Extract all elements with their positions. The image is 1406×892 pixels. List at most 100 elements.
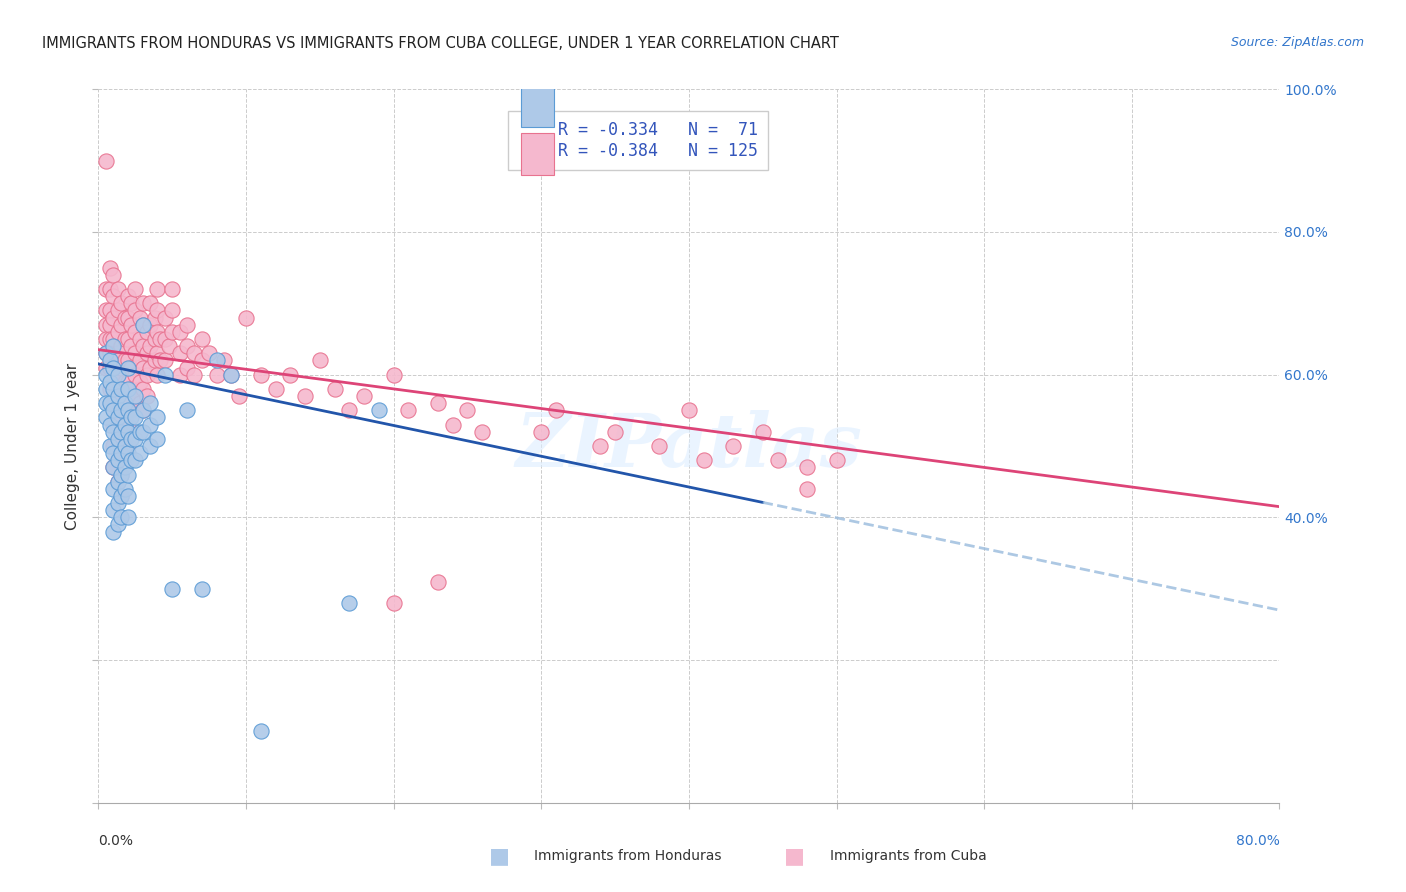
Point bbox=[176, 403, 198, 417]
Point bbox=[128, 353, 150, 368]
Point bbox=[456, 403, 478, 417]
Point bbox=[153, 353, 176, 368]
Point bbox=[110, 382, 132, 396]
Point bbox=[139, 439, 162, 453]
Point bbox=[107, 325, 129, 339]
Point bbox=[110, 446, 132, 460]
Point bbox=[678, 403, 700, 417]
Point bbox=[146, 346, 169, 360]
Point bbox=[110, 382, 132, 396]
Text: Source: ZipAtlas.com: Source: ZipAtlas.com bbox=[1230, 36, 1364, 49]
Point bbox=[107, 496, 129, 510]
Y-axis label: College, Under 1 year: College, Under 1 year bbox=[65, 362, 80, 530]
Point bbox=[103, 268, 125, 282]
Point bbox=[382, 596, 405, 610]
Point bbox=[107, 453, 129, 467]
Point bbox=[169, 325, 191, 339]
Point bbox=[132, 403, 155, 417]
Point bbox=[117, 417, 139, 432]
Point bbox=[139, 318, 162, 332]
Point bbox=[191, 582, 214, 596]
Point bbox=[693, 453, 716, 467]
Point bbox=[132, 425, 155, 439]
Point bbox=[146, 303, 169, 318]
Point bbox=[427, 574, 450, 589]
Point bbox=[98, 439, 121, 453]
Point bbox=[103, 446, 125, 460]
Text: 80.0%: 80.0% bbox=[1236, 834, 1279, 848]
Point bbox=[120, 360, 142, 375]
Point bbox=[98, 318, 121, 332]
Point bbox=[136, 346, 159, 360]
Point bbox=[136, 325, 159, 339]
Point bbox=[107, 389, 129, 403]
Point bbox=[128, 396, 150, 410]
Point bbox=[114, 417, 136, 432]
Point bbox=[427, 396, 450, 410]
Point bbox=[107, 282, 129, 296]
Point bbox=[143, 353, 166, 368]
Point bbox=[98, 382, 121, 396]
Bar bbox=[522, 134, 554, 175]
Text: 0.0%: 0.0% bbox=[98, 834, 134, 848]
Point bbox=[98, 353, 121, 368]
Point bbox=[146, 432, 169, 446]
Point bbox=[110, 296, 132, 310]
Point bbox=[191, 353, 214, 368]
Point bbox=[157, 339, 180, 353]
Point bbox=[114, 482, 136, 496]
Point bbox=[117, 425, 139, 439]
Point bbox=[339, 596, 360, 610]
Point bbox=[796, 460, 818, 475]
Point bbox=[169, 346, 191, 360]
Point bbox=[117, 353, 139, 368]
Point bbox=[98, 346, 121, 360]
Point bbox=[98, 282, 121, 296]
Point bbox=[149, 353, 172, 368]
Point bbox=[110, 425, 132, 439]
Point bbox=[153, 332, 176, 346]
Point bbox=[107, 389, 129, 403]
Point bbox=[117, 489, 139, 503]
Text: Immigrants from Cuba: Immigrants from Cuba bbox=[830, 849, 986, 863]
Point bbox=[103, 289, 125, 303]
Point bbox=[128, 332, 150, 346]
Point bbox=[546, 403, 568, 417]
Point bbox=[441, 417, 464, 432]
Point bbox=[825, 453, 848, 467]
Point bbox=[103, 339, 125, 353]
Point bbox=[110, 403, 132, 417]
Point bbox=[132, 403, 155, 417]
Text: IMMIGRANTS FROM HONDURAS VS IMMIGRANTS FROM CUBA COLLEGE, UNDER 1 YEAR CORRELATI: IMMIGRANTS FROM HONDURAS VS IMMIGRANTS F… bbox=[42, 36, 839, 51]
Point bbox=[98, 260, 121, 275]
Point bbox=[766, 453, 789, 467]
Point bbox=[103, 360, 125, 375]
Point bbox=[94, 360, 117, 375]
Point bbox=[124, 325, 146, 339]
Point bbox=[114, 439, 136, 453]
Point bbox=[98, 303, 121, 318]
Point bbox=[94, 332, 117, 346]
Point bbox=[219, 368, 242, 382]
Point bbox=[94, 382, 117, 396]
Point bbox=[471, 425, 494, 439]
Point bbox=[143, 310, 166, 325]
Point bbox=[128, 425, 150, 439]
Point bbox=[103, 310, 125, 325]
Point bbox=[124, 389, 146, 403]
Point bbox=[723, 439, 745, 453]
Point bbox=[153, 368, 176, 382]
Point bbox=[139, 296, 162, 310]
Point bbox=[110, 446, 132, 460]
Point bbox=[120, 382, 142, 396]
Point bbox=[107, 475, 129, 489]
Point bbox=[124, 432, 146, 446]
Point bbox=[107, 368, 129, 382]
Point bbox=[796, 482, 818, 496]
Point bbox=[136, 368, 159, 382]
Point bbox=[124, 389, 146, 403]
Point bbox=[176, 318, 198, 332]
Point bbox=[124, 346, 146, 360]
Point bbox=[103, 460, 125, 475]
Point bbox=[323, 382, 346, 396]
